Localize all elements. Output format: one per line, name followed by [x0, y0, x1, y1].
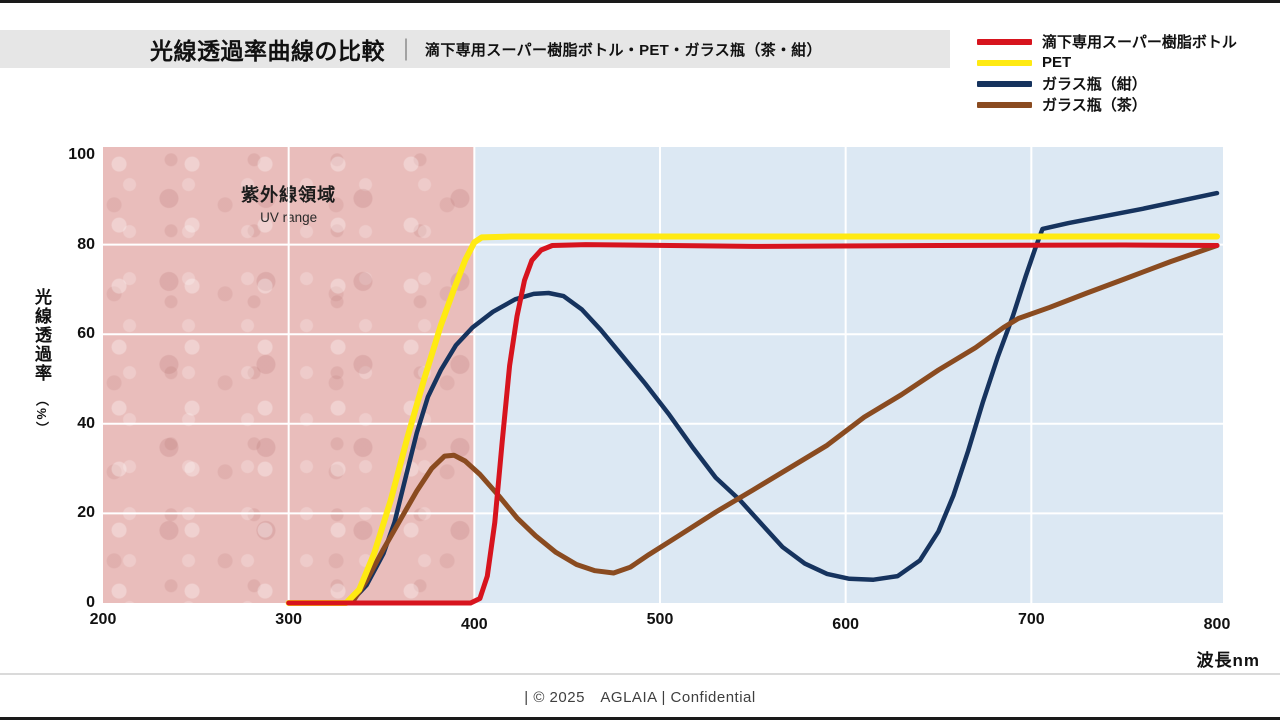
visible-light-region	[474, 147, 1223, 603]
y-tick-label-20: 20	[77, 504, 95, 522]
x-axis-title: 波長nm	[1196, 651, 1260, 670]
legend-label: ガラス瓶（茶）	[1042, 97, 1147, 114]
legend-swatch-brown	[977, 101, 1032, 108]
y-tick-label-0: 0	[86, 594, 95, 611]
y-axis-unit: （%）	[34, 393, 49, 438]
x-tick-label-300: 300	[275, 611, 302, 628]
x-tick-label-200: 200	[89, 611, 117, 628]
legend-label: ガラス瓶（紺）	[1042, 76, 1147, 93]
uv-region-labels: 紫外線領域 UV range	[103, 181, 474, 225]
chart-legend: 滴下専用スーパー樹脂ボトル PET ガラス瓶（紺） ガラス瓶（茶）	[977, 33, 1237, 114]
legend-label: PET	[1042, 54, 1072, 71]
uv-shaded-region: 紫外線領域 UV range	[103, 147, 475, 603]
legend-item-resin-bottle: 滴下専用スーパー樹脂ボトル	[977, 33, 1237, 51]
legend-swatch-navy	[977, 80, 1032, 87]
page-title: 光線透過率曲線の比較	[150, 38, 385, 64]
legend-swatch-yellow	[977, 59, 1032, 66]
y-tick-label-60: 60	[77, 325, 95, 343]
top-border	[0, 0, 1280, 3]
legend-label: 滴下専用スーパー樹脂ボトル	[1042, 34, 1237, 51]
footer-text: | © 2025 AGLAIA | Confidential	[524, 689, 756, 706]
x-tick-label-800: 800	[1203, 616, 1231, 633]
y-axis-title: 光線透過率 （%）	[32, 288, 51, 438]
legend-item-glass-navy: ガラス瓶（紺）	[977, 75, 1237, 93]
x-tick-label-400: 400	[460, 616, 488, 633]
y-tick-label-100: 100	[68, 146, 95, 163]
page-subtitle: 滴下専用スーパー樹脂ボトル・PET・ガラス瓶（茶・紺）	[425, 41, 822, 59]
y-tick-label-80: 80	[77, 235, 95, 253]
uv-region-label-jp: 紫外線領域	[241, 185, 337, 205]
footer-divider	[0, 673, 1280, 675]
legend-item-glass-brown: ガラス瓶（茶）	[977, 96, 1237, 114]
bottom-border	[0, 717, 1280, 720]
y-tick-label-40: 40	[77, 414, 95, 432]
x-tick-label-600: 600	[832, 616, 859, 633]
title-divider: ｜	[395, 38, 418, 63]
x-tick-label-500: 500	[646, 611, 674, 628]
legend-swatch-red	[977, 38, 1032, 45]
uv-region-label-en: UV range	[260, 210, 318, 225]
legend-item-pet: PET	[977, 54, 1237, 71]
y-axis-title-text: 光線透過率	[32, 288, 51, 383]
x-tick-label-700: 700	[1017, 611, 1045, 628]
title-band: 光線透過率曲線の比較 ｜ 滴下専用スーパー樹脂ボトル・PET・ガラス瓶（茶・紺）	[0, 30, 950, 68]
